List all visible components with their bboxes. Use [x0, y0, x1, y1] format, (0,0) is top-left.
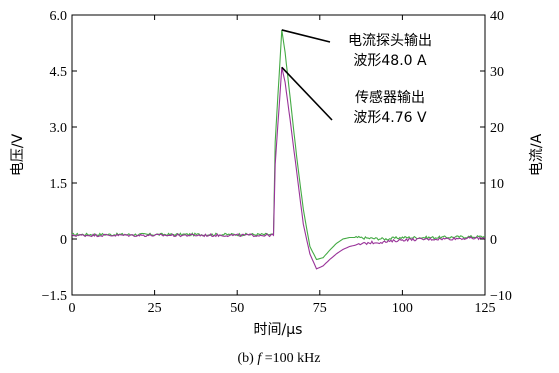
y-axis-label-right: 电流/A: [529, 133, 545, 176]
y-left-tick-label: 1.5: [50, 177, 68, 192]
series-line-1: [71, 67, 486, 270]
y-left-tick-label: 3.0: [50, 121, 68, 136]
annotation-leader: [281, 29, 331, 43]
plot-area: [71, 14, 486, 296]
x-tick-label: 125: [475, 301, 496, 316]
annotation-text: 电流探头输出: [348, 33, 432, 49]
y-right-tick-label: 20: [490, 121, 504, 136]
annotation-text: 波形4.76 V: [353, 110, 427, 126]
x-tick-label: 75: [313, 301, 327, 316]
figure-caption: (b) f =100 kHz: [238, 351, 321, 366]
y-left-tick-label: 6.0: [50, 9, 68, 24]
y-right-tick-label: 40: [490, 9, 504, 24]
caption-rest: =100 kHz: [261, 351, 320, 366]
y-right-tick-label: 0: [490, 233, 497, 248]
y-left-tick-label: 0: [60, 233, 67, 248]
y-left-tick-label: −1.5: [42, 289, 67, 304]
y-left-tick-label: 4.5: [50, 65, 68, 80]
y-right-tick-label: 30: [490, 65, 504, 80]
x-axis-label: 时间/μs: [254, 322, 303, 338]
annotation-text: 传感器输出: [355, 89, 425, 106]
series-line-0: [71, 29, 486, 261]
y-right-tick-label: 10: [490, 177, 504, 192]
x-tick-label: 50: [230, 301, 244, 316]
caption-variable: f: [257, 351, 263, 366]
caption-prefix: (b): [238, 351, 258, 366]
x-tick-label: 100: [392, 301, 413, 316]
annotation-leader: [281, 66, 333, 121]
x-tick-label: 25: [148, 301, 162, 316]
y-right-tick-label: −10: [490, 289, 512, 304]
y-axis-label-left: 电压/V: [10, 133, 26, 176]
x-tick-label: 0: [69, 301, 76, 316]
annotation-text: 波形48.0 A: [353, 53, 427, 69]
